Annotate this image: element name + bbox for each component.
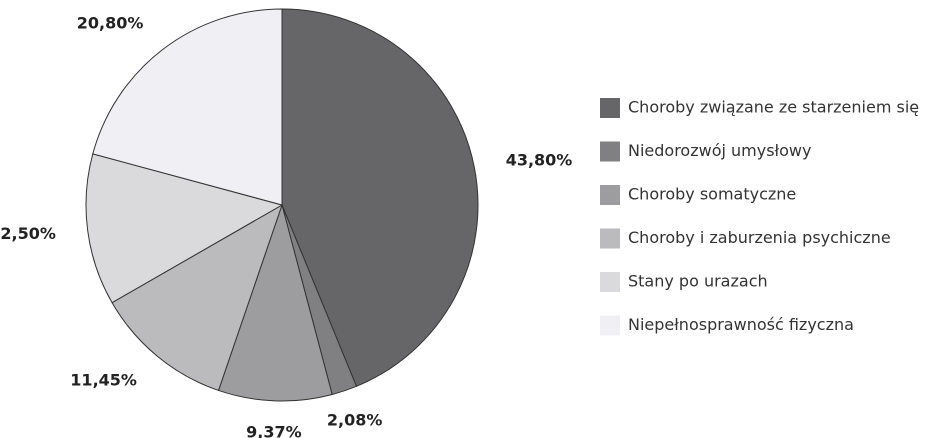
- data-label: 43,80%: [506, 150, 573, 169]
- pie-slice: [85, 153, 284, 304]
- legend-label: Niedorozwój umysłowy: [628, 141, 811, 160]
- pie-slice: [111, 203, 283, 392]
- legend-swatch: [600, 98, 620, 118]
- legend-swatch: [600, 228, 620, 249]
- legend-label: Stany po urazach: [628, 272, 768, 291]
- pie-slice: [217, 203, 333, 402]
- data-label: 12,50%: [0, 224, 56, 243]
- data-label: 9,37%: [246, 422, 302, 438]
- pie-slice: [92, 8, 283, 206]
- data-label: 11,45%: [70, 370, 137, 389]
- legend-swatch: [600, 272, 620, 292]
- data-label: 20,80%: [77, 13, 144, 32]
- legend-label: Niepełnosprawność fizyczna: [628, 315, 854, 334]
- legend-label: Choroby somatyczne: [628, 185, 796, 204]
- legend-swatch: [600, 315, 620, 336]
- legend-label: Choroby związane ze starzeniem się: [628, 98, 919, 117]
- data-label: 2,08%: [327, 411, 383, 430]
- legend-swatch: [600, 185, 620, 205]
- legend-label: Choroby i zaburzenia psychiczne: [628, 228, 891, 247]
- pie-slice: [281, 8, 479, 387]
- legend-swatch: [600, 141, 620, 162]
